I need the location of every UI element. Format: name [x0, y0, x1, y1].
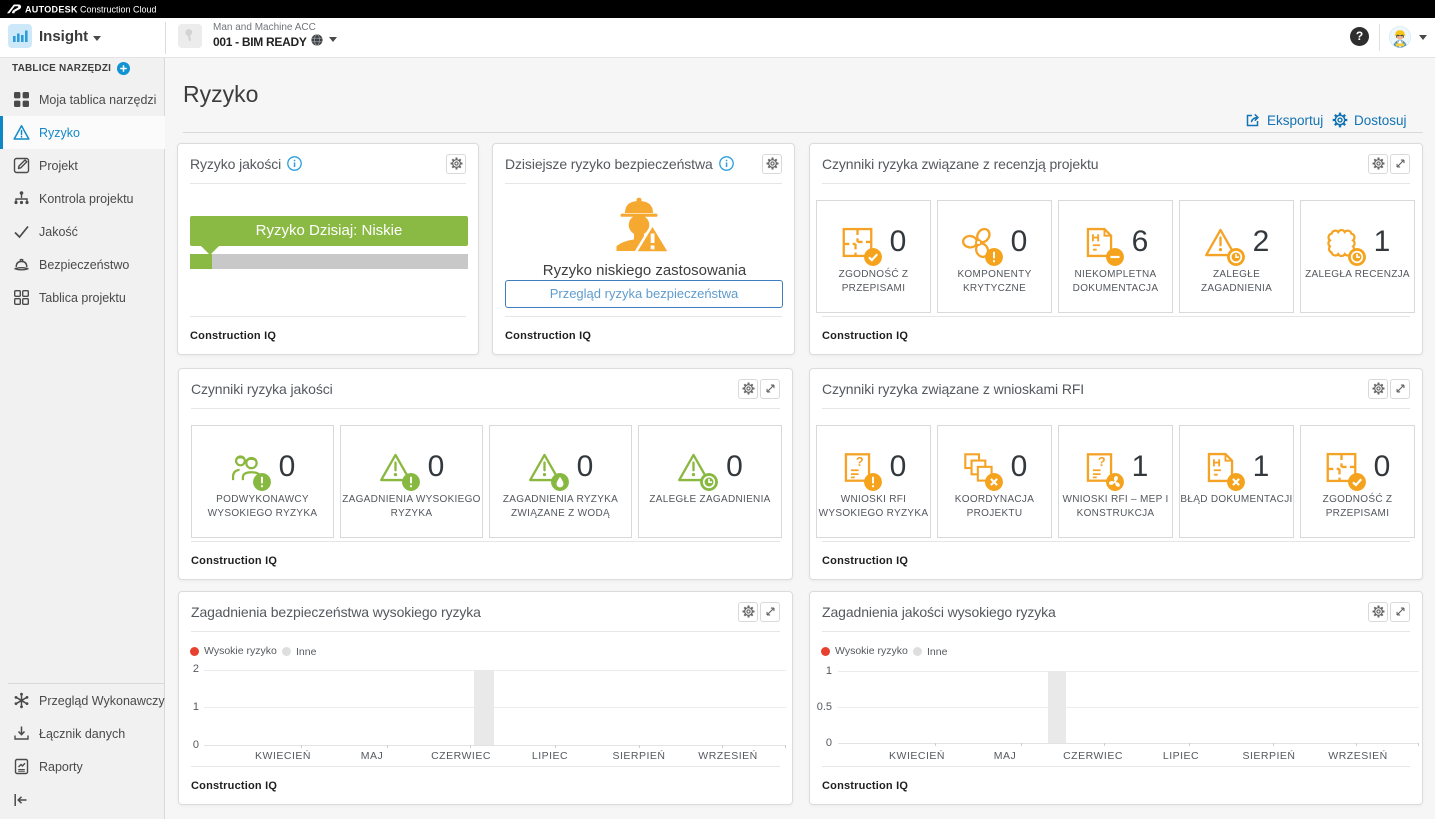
svg-text:AUTODESK: AUTODESK: [25, 5, 78, 15]
svg-text:Construction Cloud: Construction Cloud: [80, 5, 157, 15]
